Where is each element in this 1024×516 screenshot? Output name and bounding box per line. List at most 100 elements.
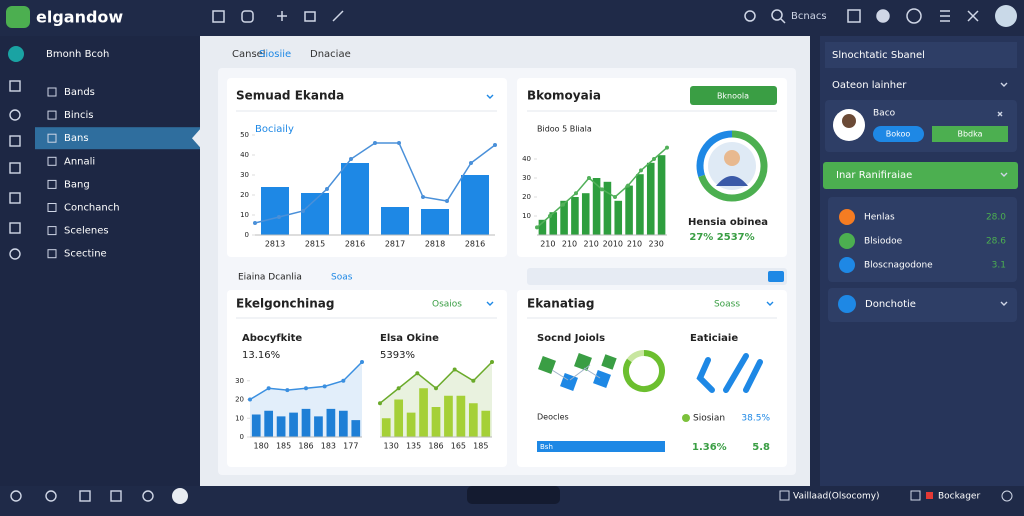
tag-label: Bbdka: [957, 130, 982, 139]
line-point: [434, 386, 438, 391]
card-title: Bkomoyaia: [527, 89, 601, 103]
footer-icon: [910, 490, 921, 501]
x-tick-label: 2010: [603, 240, 623, 249]
chart-stat: 13.16%: [242, 350, 280, 361]
x-tick-label: 210: [627, 240, 642, 249]
profile-button[interactable]: [873, 126, 924, 142]
y-tick-label: 40: [522, 155, 531, 163]
item-icon: [839, 233, 855, 249]
sidebar-icons[interactable]: [9, 80, 154, 502]
badge: Soass: [714, 300, 740, 310]
green-bar[interactable]: [823, 162, 1018, 189]
line-point: [652, 157, 656, 161]
x-tick-label: 2813: [265, 240, 285, 249]
button[interactable]: [690, 86, 777, 105]
line-point: [266, 386, 271, 391]
ring-segment: [623, 350, 665, 392]
label: Socnd Joiols: [537, 333, 605, 344]
bar: [603, 181, 612, 235]
x-tick-label: 185: [473, 442, 488, 451]
value: 5.8: [752, 442, 770, 453]
menu-item[interactable]: Conchanch: [64, 203, 120, 214]
tab-link: Soas: [331, 273, 353, 283]
bar: [406, 412, 416, 437]
avatar-head: [724, 150, 740, 166]
brand: elgandow: [36, 8, 123, 27]
pointer: [192, 129, 200, 148]
menu-item[interactable]: Bans: [64, 133, 89, 144]
list-label: Blsiodoe: [864, 237, 903, 247]
card-title: Semuad Ekanda: [236, 89, 344, 103]
caption: Hensia obinea: [688, 217, 768, 228]
footer-tab[interactable]: [467, 486, 560, 504]
line-point: [665, 145, 669, 150]
bar: [444, 395, 453, 437]
menu-item[interactable]: Bang: [64, 179, 90, 190]
profile-name: Baco: [873, 109, 896, 119]
bar: [592, 178, 601, 235]
line-point: [421, 195, 425, 199]
x-tick-label: 2816: [465, 240, 485, 249]
chart-stat: 5393%: [380, 350, 415, 361]
profile-tag: [932, 126, 1008, 142]
menu-item[interactable]: Annali: [64, 156, 95, 167]
item-icon: [838, 295, 856, 313]
bar: [338, 410, 348, 437]
list-card: [828, 288, 1017, 322]
card-title: Ekanatiag: [527, 297, 594, 311]
bar: [394, 399, 404, 437]
bar: [264, 410, 274, 437]
menu-item[interactable]: Scelenes: [64, 226, 109, 237]
item-icon: [47, 226, 57, 236]
list-value: 28.6: [986, 237, 1006, 247]
x-tick-label: 130: [384, 442, 399, 451]
menu-item[interactable]: Bands: [64, 87, 95, 98]
help-icon[interactable]: [172, 488, 188, 504]
bar: [381, 418, 391, 437]
search[interactable]: Bcnacs: [791, 11, 827, 22]
line-point: [349, 157, 353, 161]
menu-item[interactable]: Bincis: [64, 110, 93, 121]
list-label: Bloscnagodone: [864, 261, 933, 271]
bar: [646, 162, 655, 235]
value: 1.36%: [692, 442, 727, 453]
logo: [6, 6, 30, 28]
item-icon: [47, 203, 57, 212]
bar: [341, 163, 369, 235]
line-point: [373, 141, 377, 145]
cubes: [538, 353, 617, 391]
chevrons[interactable]: [997, 82, 1008, 306]
strip-icon[interactable]: [768, 271, 784, 282]
item-icon: [839, 209, 855, 225]
bar: [301, 408, 311, 437]
line-point: [397, 141, 401, 145]
section-title: Oateon lainher: [832, 80, 907, 91]
x-tick-label: 183: [321, 442, 336, 451]
badge: Osaios: [432, 300, 462, 310]
line-point: [415, 371, 420, 376]
bar: [314, 416, 323, 437]
bar: [571, 197, 579, 235]
item-icon: [47, 179, 57, 189]
y-tick-label: 10: [522, 212, 531, 220]
footer-icon[interactable]: [1001, 490, 1013, 502]
button-label: Bokoo: [886, 130, 911, 139]
footer-icon: [926, 492, 933, 499]
toolbar-icons[interactable]: [212, 8, 979, 24]
sidebar-section: Bmonh Bcoh: [46, 49, 109, 60]
bar: [276, 416, 286, 437]
user-avatar[interactable]: [995, 5, 1017, 27]
bar-text: Bsh: [540, 443, 553, 451]
x-tick-label: 2818: [425, 240, 445, 249]
y-tick-label: 20: [522, 193, 531, 201]
menu-item[interactable]: Scectine: [64, 249, 107, 260]
list-label: Donchotie: [865, 299, 916, 310]
line-point: [613, 195, 617, 199]
line-point: [277, 215, 281, 219]
bar: [289, 412, 298, 437]
x-tick-label: 186: [428, 442, 443, 451]
bar: [538, 219, 547, 235]
line-point: [452, 367, 457, 372]
line-point: [445, 199, 449, 203]
